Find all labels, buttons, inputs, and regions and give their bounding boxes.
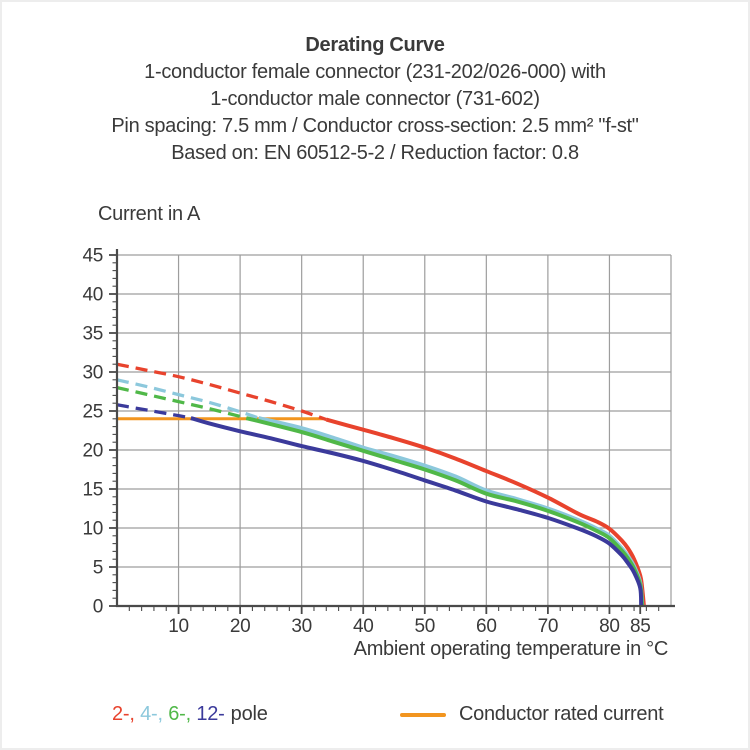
svg-text:15: 15 [82,480,103,501]
svg-text:40: 40 [353,616,374,637]
series-12-pole-solid [190,416,644,607]
chart-subtitle-4: Based on: EN 60512-5-2 / Reduction facto… [171,142,579,164]
svg-text:85: 85 [630,616,651,637]
series-4-pole [116,378,645,607]
axes [115,249,675,608]
legend-pole-6-pole: 6-, [168,703,197,725]
series-12-pole [116,403,644,607]
rated-current-legend: Conductor rated current [400,703,664,726]
svg-text:0: 0 [93,597,103,618]
series-6-pole-dashed [116,385,247,420]
chart-subtitle-3: Pin spacing: 7.5 mm / Conductor cross-se… [111,115,639,137]
svg-text:35: 35 [82,324,103,345]
svg-text:10: 10 [82,519,103,540]
svg-text:10: 10 [168,616,189,637]
svg-text:30: 30 [291,616,312,637]
chart-header: Derating Curve 1-conductor female connec… [2,32,748,167]
svg-text:20: 20 [230,616,251,637]
svg-text:70: 70 [538,616,559,637]
series-4-pole-solid [258,416,645,607]
series-6-pole-solid [245,416,645,607]
series-6-pole [116,385,645,607]
x-tick-labels: 10 20 30 40 50 60 70 80 85 [168,616,651,637]
svg-text:30: 30 [82,363,103,384]
legend-pole-12-pole: 12- [196,703,225,725]
svg-text:45: 45 [82,246,103,267]
svg-text:40: 40 [82,285,103,306]
svg-text:20: 20 [82,441,103,462]
y-tick-labels: 0 5 10 15 20 25 30 35 40 45 [82,246,103,618]
chart-subtitle-1: 1-conductor female connector (231-202/02… [144,61,606,83]
y-axis-label: Current in A [98,203,201,225]
series-2-pole-solid [325,417,646,607]
rated-current-label: Conductor rated current [459,703,664,725]
pole-legend: 2-, 4-, 6-, 12- pole [112,703,268,726]
legend-pole-2-pole: 2-, [112,703,141,725]
x-axis-label: Ambient operating temperature in °C [353,638,669,660]
svg-text:80: 80 [599,616,620,637]
svg-text:50: 50 [415,616,436,637]
rated-current-line-swatch [400,712,446,717]
series-12-pole-dashed [116,403,192,420]
svg-text:5: 5 [93,558,103,579]
pole-legend-suffix: pole [230,703,268,725]
svg-text:25: 25 [82,402,103,423]
tick-marks [109,254,660,614]
svg-text:60: 60 [476,616,497,637]
legend-pole-4-pole: 4-, [140,703,169,725]
chart-title: Derating Curve [305,34,445,56]
pole-legend-items: 2-, 4-, 6-, 12- [112,703,231,725]
series-4-pole-dashed [116,378,260,420]
gridlines [117,254,672,606]
series-2-pole [116,362,646,607]
chart-subtitle-2: 1-conductor male connector (731-602) [210,88,540,110]
